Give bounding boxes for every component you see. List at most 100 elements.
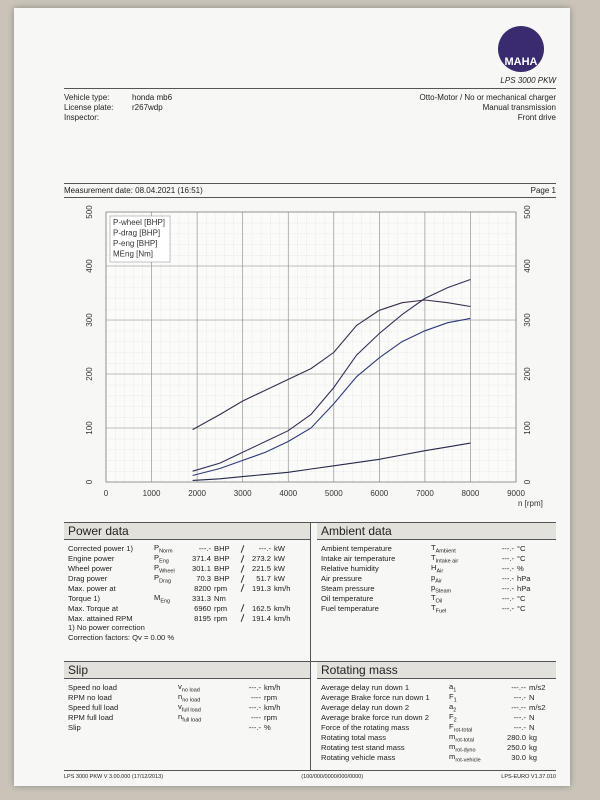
- symbol-sub: Eng: [159, 558, 169, 565]
- lower-sections: Slip Speed no load vno load ---.- km/h RPM no…: [64, 661, 556, 770]
- symbol-base: n: [178, 692, 183, 701]
- vehicle-detail: Manual transmission: [482, 103, 556, 112]
- row-symbol: PDrag: [154, 573, 186, 585]
- row-u1: °C: [517, 604, 526, 614]
- row-u1: °C: [517, 554, 526, 564]
- series-line: [192, 442, 471, 481]
- row-u1: m/s2: [529, 703, 546, 713]
- x-tick-label: 4000: [279, 489, 297, 498]
- row-symbol: nno load: [178, 692, 228, 704]
- symbol-base: v: [178, 682, 182, 691]
- field-label: Inspector:: [64, 113, 100, 122]
- symbol-base: a: [449, 682, 454, 691]
- row-label: Wheel power: [68, 564, 113, 574]
- page-number: Page 1: [530, 186, 556, 195]
- field-value: honda mb6: [132, 93, 173, 102]
- symbol-sub: 1: [453, 697, 457, 704]
- row-u1: rpm: [214, 603, 228, 613]
- y-tick-label: 100: [85, 421, 94, 435]
- vehicle-fields: Vehicle type: honda mb6 License plate: r267…: [64, 93, 556, 123]
- product-name: LPS 3000 PKW: [500, 76, 556, 85]
- symbol-base: T: [431, 553, 436, 562]
- row-symbol: PEng: [154, 553, 186, 565]
- field-value: r267wdp: [132, 103, 163, 112]
- row-label: Rotating test stand mass: [321, 743, 405, 753]
- row-v1: ---.-: [501, 554, 514, 564]
- row-u2: kW: [274, 554, 285, 564]
- row-label: Steam pressure: [321, 584, 375, 594]
- symbol-sub: Norm: [159, 548, 173, 555]
- row-u1: BHP: [214, 574, 230, 584]
- data-row: Intake air temperature TIntake air ---.- °C: [317, 553, 556, 565]
- row-label: Max. attained RPM: [68, 613, 133, 623]
- row-symbol: F1: [449, 692, 497, 704]
- x-tick-label: 7000: [416, 489, 434, 498]
- vehicle-info: Vehicle type: honda mb6 License plate: r267…: [64, 89, 556, 183]
- footer-text: (100/000/0000/000/0000): [301, 774, 364, 780]
- row-label: RPM no load: [68, 693, 112, 703]
- symbol-sub: full load: [182, 717, 202, 724]
- row-label: Intake air temperature: [321, 554, 396, 564]
- data-row: Oil temperature TOil ---.- °C: [317, 593, 556, 605]
- row-v1: ---.-: [513, 693, 526, 703]
- symbol-sub: Steam: [435, 588, 452, 595]
- data-row: Corrected power 1) PNorm ---.- BHP ---.- kW: [64, 543, 310, 555]
- data-row: Relative humidity HAir ---.-%: [317, 563, 556, 575]
- row-v1: ---.-: [501, 584, 514, 594]
- logo: MAHA: [498, 26, 544, 72]
- row-v1: 8195: [194, 613, 211, 623]
- row-u1: kg: [529, 743, 538, 753]
- row-symbol: MEng: [154, 593, 186, 605]
- measurement-date: Measurement date: 08.04.2021 (16:51): [64, 186, 203, 195]
- data-row: Speed no load vno load ---.- km/h: [64, 682, 310, 694]
- row-label: Slip: [68, 722, 81, 732]
- row-u1: m/s2: [529, 683, 546, 693]
- symbol-base: T: [431, 543, 436, 552]
- row-symbol: pSteam: [431, 583, 481, 595]
- data-row: Steam pressure pSteam ---.- hPa: [317, 583, 556, 595]
- x-tick-label: 8000: [462, 489, 480, 498]
- row-v1: ---.-: [248, 703, 261, 713]
- row-v2: 162.5: [251, 603, 271, 613]
- row-label: Speed full load: [68, 703, 119, 713]
- data-row: Torque 1) MEng 331.3 Nm: [64, 593, 310, 605]
- row-u1: °C: [517, 594, 526, 604]
- row-u1: Nm: [214, 594, 226, 604]
- y2-tick-label: 300: [523, 313, 532, 327]
- separator: [238, 584, 246, 592]
- data-row: Wheel power PWheel 301.1 BHP 221.5 kW: [64, 563, 310, 575]
- symbol-sub: no load: [182, 697, 201, 704]
- row-v1: ---.-: [513, 713, 526, 723]
- row-v2: 191.4: [251, 613, 271, 623]
- data-row: Average brake force run down 2 F2 ---.- N: [317, 712, 556, 724]
- symbol-base: m: [449, 752, 456, 761]
- field-label: Vehicle type:: [64, 93, 110, 102]
- row-v1: 6960: [194, 603, 211, 613]
- symbol-base: F: [449, 692, 454, 701]
- row-symbol: F2: [449, 712, 497, 724]
- row-symbol: vno load: [178, 682, 228, 694]
- section-title: Power data: [64, 523, 310, 540]
- row-label: Max. power at: [68, 583, 116, 593]
- data-row: Max. attained RPM 8195 rpm 191.4 km/h: [64, 613, 310, 623]
- row-v1: 250.0: [506, 743, 526, 753]
- note: Correction factors: Qv = 0.00 %: [68, 633, 175, 642]
- row-symbol: TFuel: [431, 603, 481, 615]
- row-u2: km/h: [274, 603, 291, 613]
- row-u1: rpm: [264, 693, 278, 703]
- row-v1: ----: [250, 713, 261, 723]
- header: MAHA LPS 3000 PKW: [64, 26, 556, 89]
- row-v1: ---.-: [501, 604, 514, 614]
- row-label: Max. Torque at: [68, 603, 119, 613]
- symbol-base: M: [154, 593, 161, 602]
- upper-sections: Power data Corrected power 1) PNorm ---.- BH…: [64, 522, 556, 661]
- x-tick-label: 6000: [370, 489, 388, 498]
- row-v1: ---.-: [501, 594, 514, 604]
- row-label: Fuel temperature: [321, 604, 379, 614]
- row-v1: ---.-: [513, 723, 526, 733]
- row-label: RPM full load: [68, 713, 114, 723]
- row-u1: N: [529, 723, 535, 733]
- symbol-base: m: [449, 742, 456, 751]
- symbol-base: P: [154, 543, 160, 552]
- symbol-sub: Fuel: [435, 608, 447, 615]
